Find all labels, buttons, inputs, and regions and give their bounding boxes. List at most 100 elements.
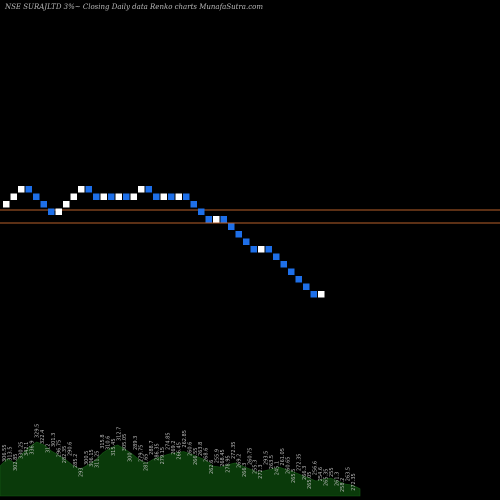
volume-label: 269.2 xyxy=(236,454,242,468)
volume-label: 285.2 xyxy=(73,454,79,468)
up-brick xyxy=(100,193,107,200)
volume-label: 312 xyxy=(46,443,52,453)
volume-label: 300.5 xyxy=(84,451,90,465)
volume-label: 278.95 xyxy=(226,455,232,473)
up-brick xyxy=(18,186,25,193)
volume-label: 296.75 xyxy=(57,440,63,458)
volume-label: 262.6 xyxy=(209,460,215,474)
down-brick xyxy=(168,193,175,200)
volume-label: 330.25 xyxy=(18,442,24,460)
down-brick xyxy=(123,193,130,200)
volume-label: 293 xyxy=(78,467,84,477)
volume-label: 260.65 xyxy=(285,457,291,475)
volume-label: 279.15 xyxy=(160,447,166,465)
down-brick xyxy=(108,193,115,200)
volume-label: 263.5 xyxy=(345,467,351,481)
volume-label: 315.8 xyxy=(100,434,106,448)
down-brick xyxy=(273,253,280,260)
down-brick xyxy=(295,276,302,283)
chart-title: NSE SURAJLTD 3%~ Closing Daily data Renk… xyxy=(5,3,263,11)
volume-label: 305.05 xyxy=(122,434,128,452)
down-brick xyxy=(33,193,40,200)
volume-label: 266.3 xyxy=(302,466,308,480)
volume-label: 300 xyxy=(127,452,133,462)
volume-label: 301.3 xyxy=(51,433,57,447)
volume-label: 261.3 xyxy=(334,472,340,486)
down-brick xyxy=(228,223,235,230)
volume-label: 262.85 xyxy=(182,430,188,448)
volume-label: 286.35 xyxy=(155,443,161,461)
down-brick xyxy=(235,231,242,238)
volume-label: 255.3 xyxy=(253,460,259,474)
volume-label: 279.75 xyxy=(138,445,144,463)
up-brick xyxy=(175,193,182,200)
volume-label: 310.6 xyxy=(106,436,112,450)
down-brick xyxy=(198,208,205,215)
volume-label: 255.9 xyxy=(215,449,221,463)
down-brick xyxy=(250,246,257,253)
volume-label: 281.65 xyxy=(144,454,150,472)
volume-label: 261.05 xyxy=(280,448,286,466)
volume-label: 268.45 xyxy=(220,449,226,467)
down-brick xyxy=(190,201,197,208)
volume-label: 336.9 xyxy=(29,440,35,454)
volume-label: 282.35 xyxy=(62,446,68,464)
volume-label: 274.85 xyxy=(166,433,172,451)
down-brick xyxy=(183,193,190,200)
up-brick xyxy=(10,193,17,200)
volume-area-layer xyxy=(0,441,361,497)
up-brick xyxy=(318,291,325,298)
down-brick xyxy=(288,268,295,275)
down-brick xyxy=(93,193,100,200)
volume-label: 306.55 xyxy=(2,445,8,463)
up-brick xyxy=(213,216,220,223)
up-brick xyxy=(115,193,122,200)
volume-label: 260.75 xyxy=(247,448,253,466)
volume-label: 258.2 xyxy=(340,478,346,492)
renko-bricks-layer xyxy=(3,186,325,298)
volume-label: 306.15 xyxy=(89,449,95,467)
down-brick xyxy=(85,186,92,193)
volume-label: 272.35 xyxy=(231,442,237,460)
volume-label: 265.5 xyxy=(291,469,297,483)
down-brick xyxy=(153,193,160,200)
volume-label: 315.45 xyxy=(111,439,117,457)
volume-label: 313.5 xyxy=(7,446,13,460)
volume-label: 256.6 xyxy=(313,461,319,475)
volume-area xyxy=(0,441,361,497)
down-brick xyxy=(40,201,47,208)
volume-label: 322.4 xyxy=(40,430,46,444)
volume-label: 290.6 xyxy=(67,442,73,456)
up-brick xyxy=(258,246,265,253)
volume-label: 266.55 xyxy=(193,448,199,466)
volume-label: 265.05 xyxy=(307,472,313,490)
up-brick xyxy=(55,208,62,215)
volume-label: 269.2 xyxy=(171,440,177,454)
down-brick xyxy=(303,283,310,290)
volume-label: 272.35 xyxy=(296,454,302,472)
up-brick xyxy=(160,193,167,200)
volume-label: 288.7 xyxy=(149,440,155,454)
reference-lines-layer xyxy=(0,209,500,224)
down-brick xyxy=(48,208,55,215)
volume-label: 254.6 xyxy=(318,467,324,481)
up-brick xyxy=(130,193,137,200)
volume-label: 266.3 xyxy=(242,463,248,477)
volume-label: 255 xyxy=(329,467,335,477)
volume-label: 272.3 xyxy=(258,464,264,478)
volume-label: 342.1 xyxy=(24,442,30,456)
volume-label: 302.85 xyxy=(13,454,19,472)
up-brick xyxy=(138,186,145,193)
volume-label: 293.5 xyxy=(264,451,270,465)
volume-label: 263.5 xyxy=(269,455,275,469)
down-brick xyxy=(205,216,212,223)
volume-label: 265.35 xyxy=(324,469,330,487)
volume-label: 311.25 xyxy=(95,451,101,469)
down-brick xyxy=(220,216,227,223)
down-brick xyxy=(145,186,152,193)
volume-label: 260.6 xyxy=(187,442,193,456)
volume-label: 272.35 xyxy=(351,473,357,491)
up-brick xyxy=(70,193,77,200)
volume-label: 329.5 xyxy=(35,424,41,438)
